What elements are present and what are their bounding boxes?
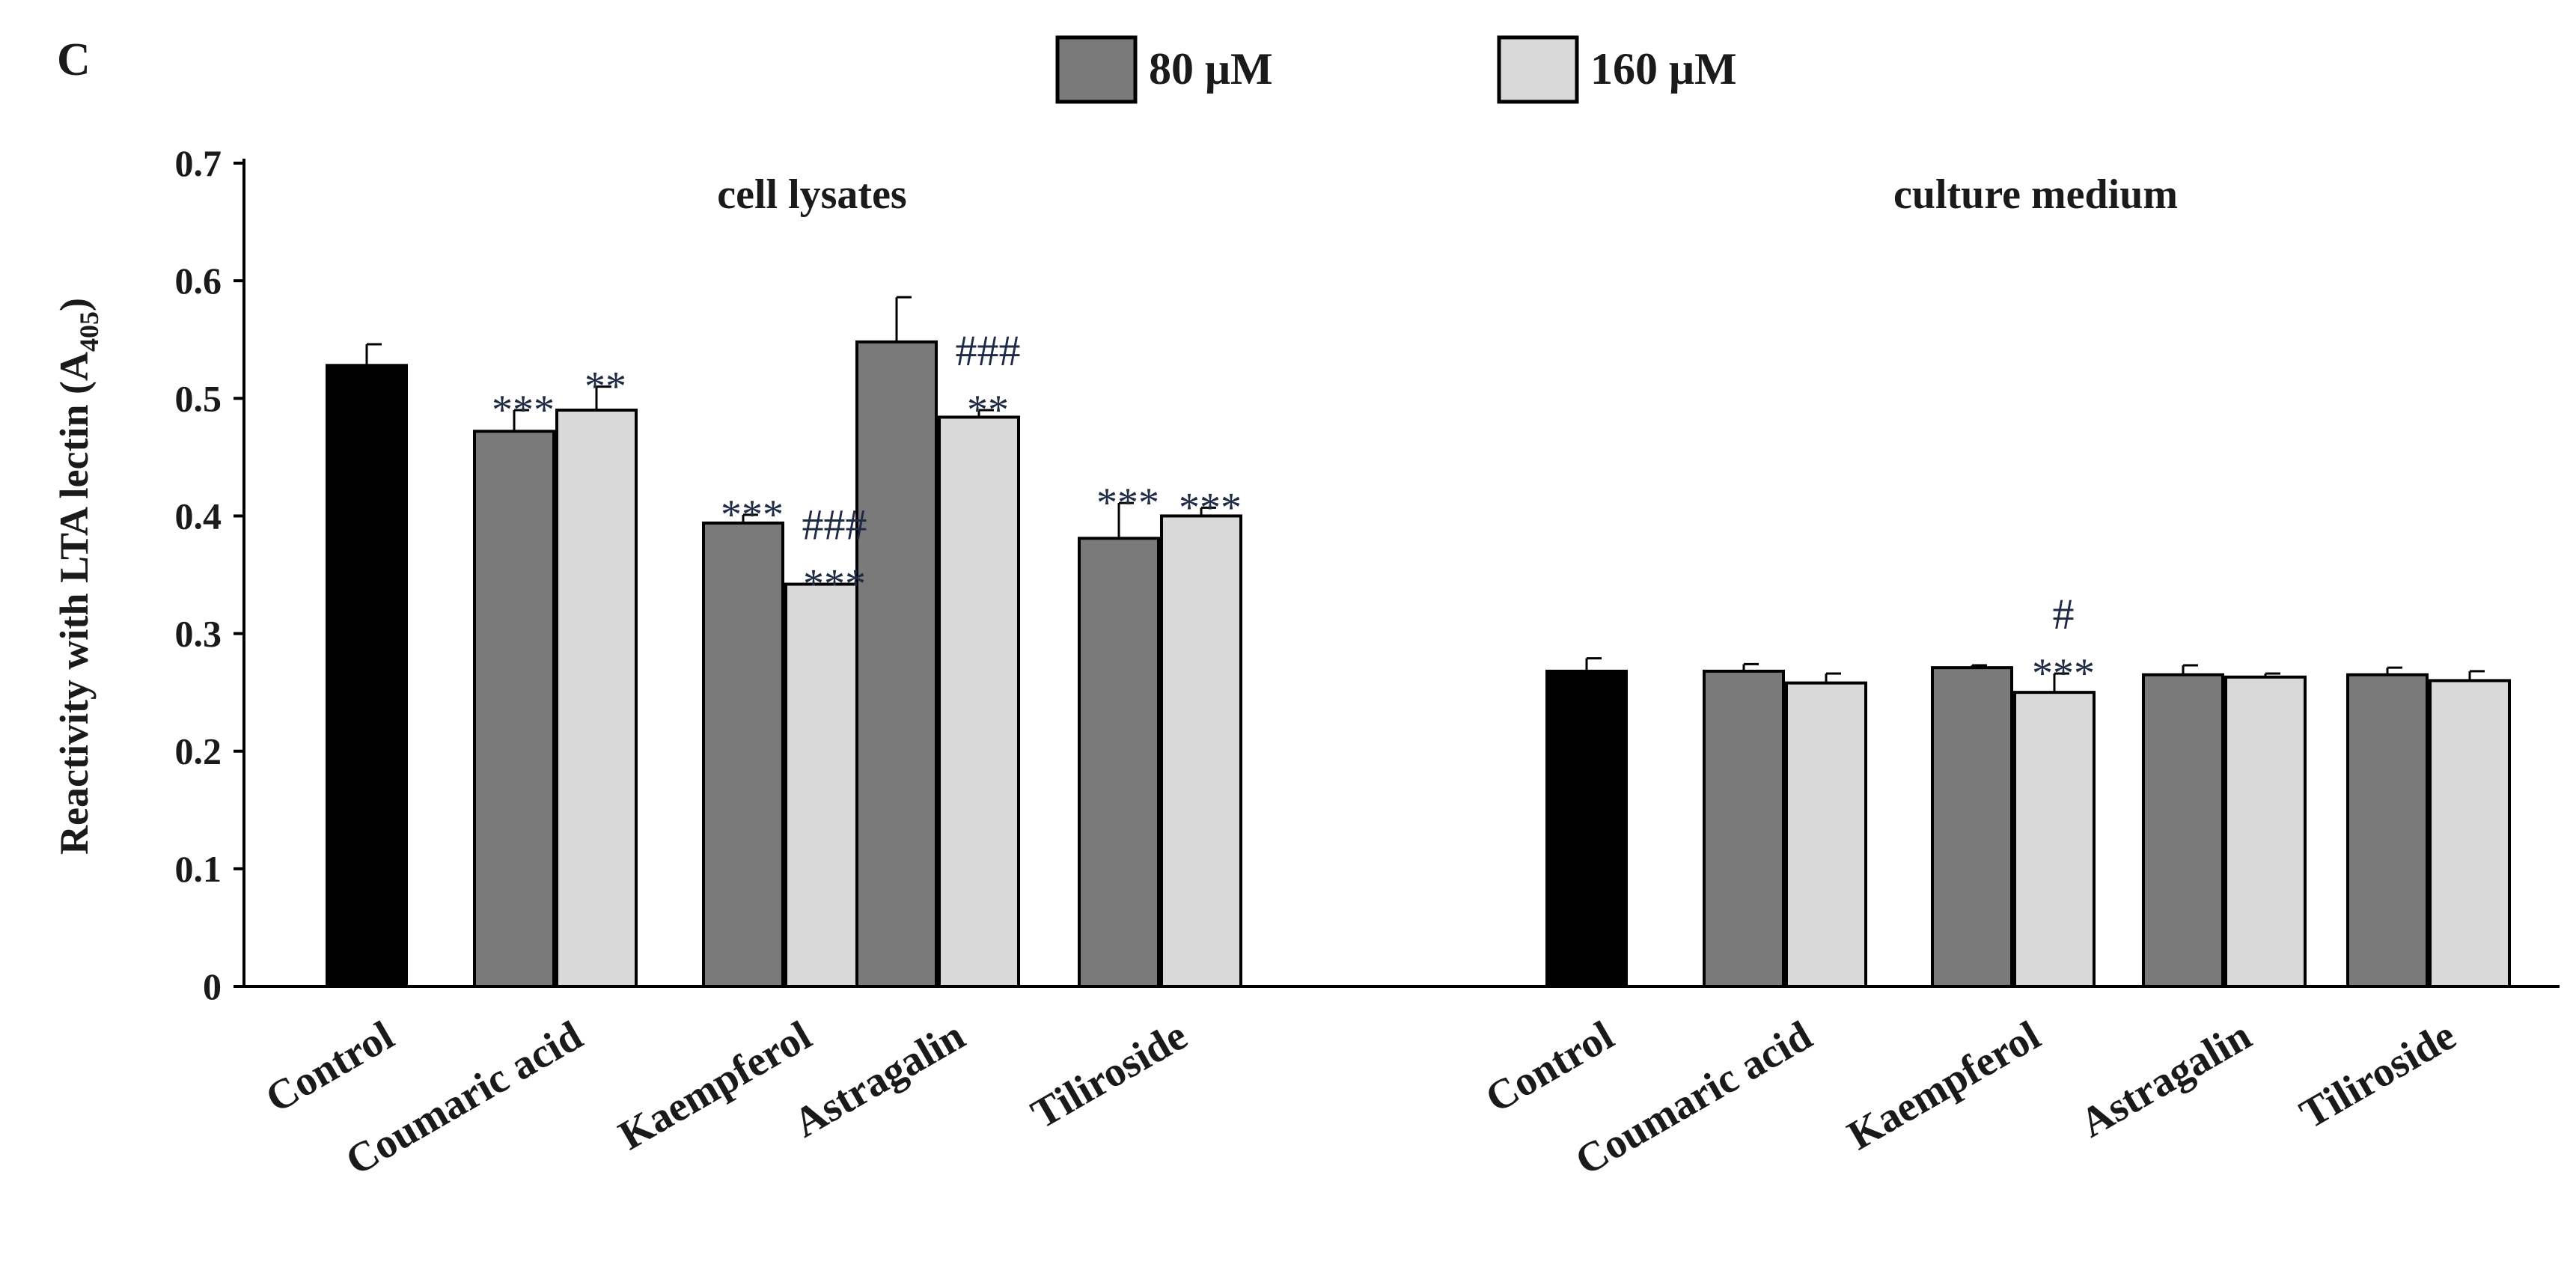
y-tick-label: 0.1 [175,848,222,890]
y-tick-label: 0.4 [175,495,222,537]
bar-160uM [1785,681,1867,988]
significance-annotation: *** [803,561,866,608]
y-tick-label: 0 [203,965,222,1007]
y-axis-label: Reactivity with LTA lectin (A405) [52,298,104,855]
significance-annotation: *** [721,492,784,538]
y-tick-label: 0.6 [175,260,222,302]
bar-160uM [2224,675,2307,988]
x-category-label: Tiliroside [1024,1013,1195,1138]
bar-160uM [938,415,1020,988]
significance-annotation: ### [956,326,1021,375]
bar-80uM [2142,673,2224,988]
control-bar [1545,669,1628,988]
y-axis-label-main: Reactivity with LTA lectin (A [52,352,97,855]
legend-label: 160 μM [1590,44,1737,94]
bar-80uM [1703,669,1785,988]
x-category-label: Kaempferol [611,1013,820,1159]
significance-annotation: ### [802,501,867,549]
x-category-label: Kaempferol [1840,1013,2048,1159]
x-category-label: Tiliroside [2292,1013,2464,1138]
significance-annotation: *** [1179,484,1242,531]
x-category-label: Control [1478,1013,1622,1123]
legend-swatch [1055,35,1138,104]
bar-160uM [784,582,867,988]
legend-label: 80 μM [1149,44,1273,94]
control-bar [326,364,408,988]
x-category-label: Astragalin [786,1013,972,1147]
bar-80uM [1078,537,1160,988]
y-tick-label: 0.5 [175,377,222,419]
significance-annotation: ** [967,387,1009,433]
group-title: culture medium [1893,171,2178,218]
legend-swatch [1497,35,1579,104]
panel-label: C [57,34,91,85]
bar-160uM [2429,679,2511,989]
y-axis-label-close: ) [52,298,97,311]
bar-160uM [1160,514,1242,988]
significance-annotation: ** [585,364,626,410]
y-tick-label: 0.7 [175,142,222,184]
significance-annotation: *** [1096,480,1159,526]
significance-annotation: *** [492,387,555,433]
y-tick-label: 0.3 [175,613,222,655]
group-title: cell lysates [717,171,906,218]
x-category-label: Control [258,1013,402,1123]
bar-80uM [2346,673,2429,988]
bar-80uM [1931,666,2013,989]
bar-160uM [2013,691,2096,989]
y-axis-label-subscript: 405 [74,311,104,352]
bar-80uM [855,340,938,989]
bar-80uM [702,521,784,988]
bar-80uM [473,430,555,988]
significance-annotation: # [2053,590,2075,638]
x-category-label: Astragalin [2072,1013,2259,1147]
bar-160uM [555,409,638,988]
significance-annotation: *** [2032,650,2095,697]
y-tick-label: 0.2 [175,730,222,772]
